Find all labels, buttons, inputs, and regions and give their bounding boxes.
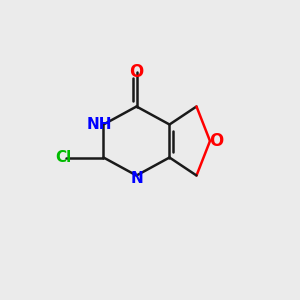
Text: O: O: [129, 63, 144, 81]
Text: NH: NH: [86, 117, 112, 132]
Text: N: N: [130, 171, 143, 186]
Text: O: O: [209, 132, 223, 150]
Text: Cl: Cl: [55, 150, 71, 165]
